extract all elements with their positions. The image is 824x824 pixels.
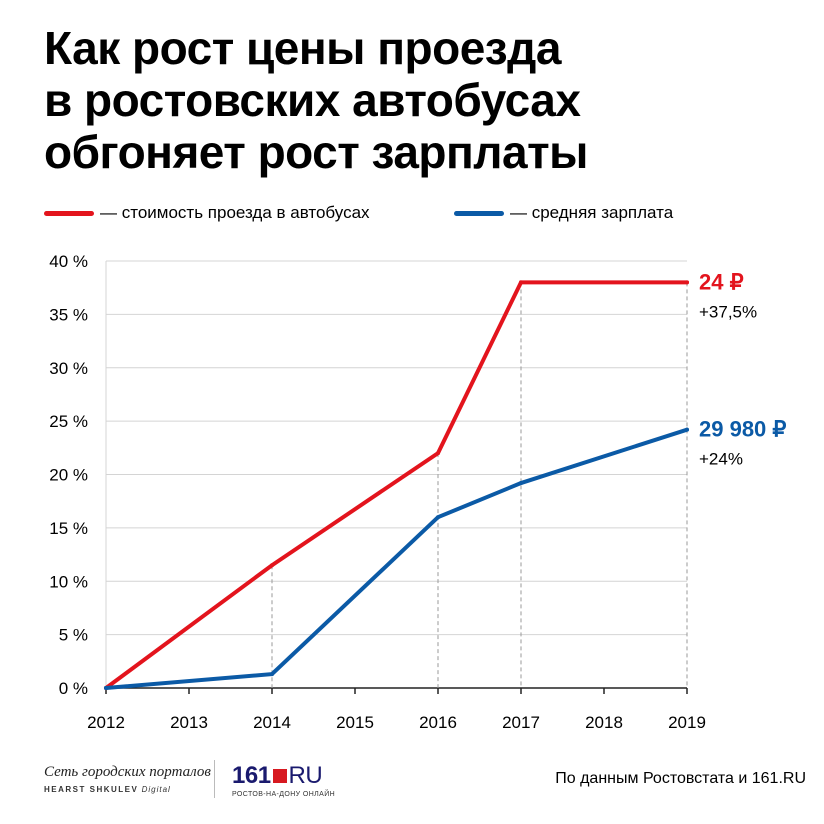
data-point xyxy=(270,563,274,568)
legend-item-salary: — средняя зарплата xyxy=(454,200,673,226)
series-line-salary xyxy=(104,427,689,690)
legend-label-fare: — стоимость проезда в автобусах xyxy=(100,203,370,222)
legend-item-fare: — стоимость проезда в автобусах xyxy=(44,200,370,226)
series-lines xyxy=(104,280,689,690)
x-tick-label: 2015 xyxy=(336,713,374,732)
data-source: По данным Ростовстата и 161.RU xyxy=(555,770,806,787)
title-line-3: обгоняет рост зарплаты xyxy=(44,126,588,178)
end-change-label: +24% xyxy=(699,450,743,469)
y-tick-label: 10 % xyxy=(49,572,88,591)
x-tick-label: 2018 xyxy=(585,713,623,732)
title-line-2: в ростовских автобусах xyxy=(44,74,581,126)
data-point xyxy=(519,280,523,285)
y-tick-label: 25 % xyxy=(49,412,88,431)
data-point xyxy=(685,280,689,285)
network-brand-suffix: Digital xyxy=(141,785,171,794)
x-tick-label: 2013 xyxy=(170,713,208,732)
x-tick-label: 2014 xyxy=(253,713,291,732)
y-tick-label: 5 % xyxy=(59,626,88,645)
y-tick-label: 15 % xyxy=(49,519,88,538)
site-logo-domain: RU xyxy=(288,762,323,789)
data-point xyxy=(436,451,440,456)
x-axis: 2012 2013 2014 2015 2016 2017 2018 2019 xyxy=(87,688,706,732)
legend-swatch-fare xyxy=(44,210,94,216)
site-logo-tagline: РОСТОВ-НА-ДОНУ ОНЛАЙН xyxy=(232,791,336,798)
guide-lines xyxy=(271,282,688,688)
network-name: Сеть городских порталов xyxy=(44,764,211,780)
data-point xyxy=(270,672,274,677)
x-tick-label: 2017 xyxy=(502,713,540,732)
site-logo-number: 161 xyxy=(232,762,271,789)
chart-title: Как рост цены проезда в ростовских автоб… xyxy=(44,22,804,178)
data-point xyxy=(436,515,440,520)
y-tick-label: 30 % xyxy=(49,359,88,378)
x-tick-label: 2016 xyxy=(419,713,457,732)
x-tick-label: 2012 xyxy=(87,713,125,732)
data-point xyxy=(685,427,689,432)
y-tick-label: 20 % xyxy=(49,466,88,485)
network-logo: Сеть городских порталов HEARST SHKULEV D… xyxy=(44,764,211,794)
y-tick-label: 40 % xyxy=(49,252,88,271)
grid xyxy=(105,260,687,689)
end-value-label: 24 ₽ xyxy=(699,269,744,294)
y-tick-label: 35 % xyxy=(49,305,88,324)
site-logo-mark: 161 RU xyxy=(232,762,335,790)
title-line-1: Как рост цены проезда xyxy=(44,22,561,74)
x-tick-label: 2019 xyxy=(668,713,706,732)
data-point xyxy=(519,481,523,486)
series-line-fare xyxy=(104,280,689,690)
end-annotations: 24 ₽ +37,5% 29 980 ₽ +24% xyxy=(699,269,786,468)
network-brand: HEARST SHKULEV xyxy=(44,785,139,794)
end-value-label: 29 980 ₽ xyxy=(699,417,786,442)
site-logo: 161 RU РОСТОВ-НА-ДОНУ ОНЛАЙН xyxy=(232,762,335,798)
footer-divider xyxy=(214,760,215,798)
data-point xyxy=(104,686,108,690)
y-tick-label: 0 % xyxy=(59,679,88,698)
y-axis: 0 % 5 % 10 % 15 % 20 % 25 % 30 % 35 % 40 % xyxy=(49,252,88,698)
network-subtitle: HEARST SHKULEV Digital xyxy=(44,785,211,794)
end-change-label: +37,5% xyxy=(699,302,757,321)
site-logo-square-icon xyxy=(272,769,287,783)
legend-label-salary: — средняя зарплата xyxy=(510,203,674,222)
legend-swatch-salary xyxy=(454,210,504,216)
